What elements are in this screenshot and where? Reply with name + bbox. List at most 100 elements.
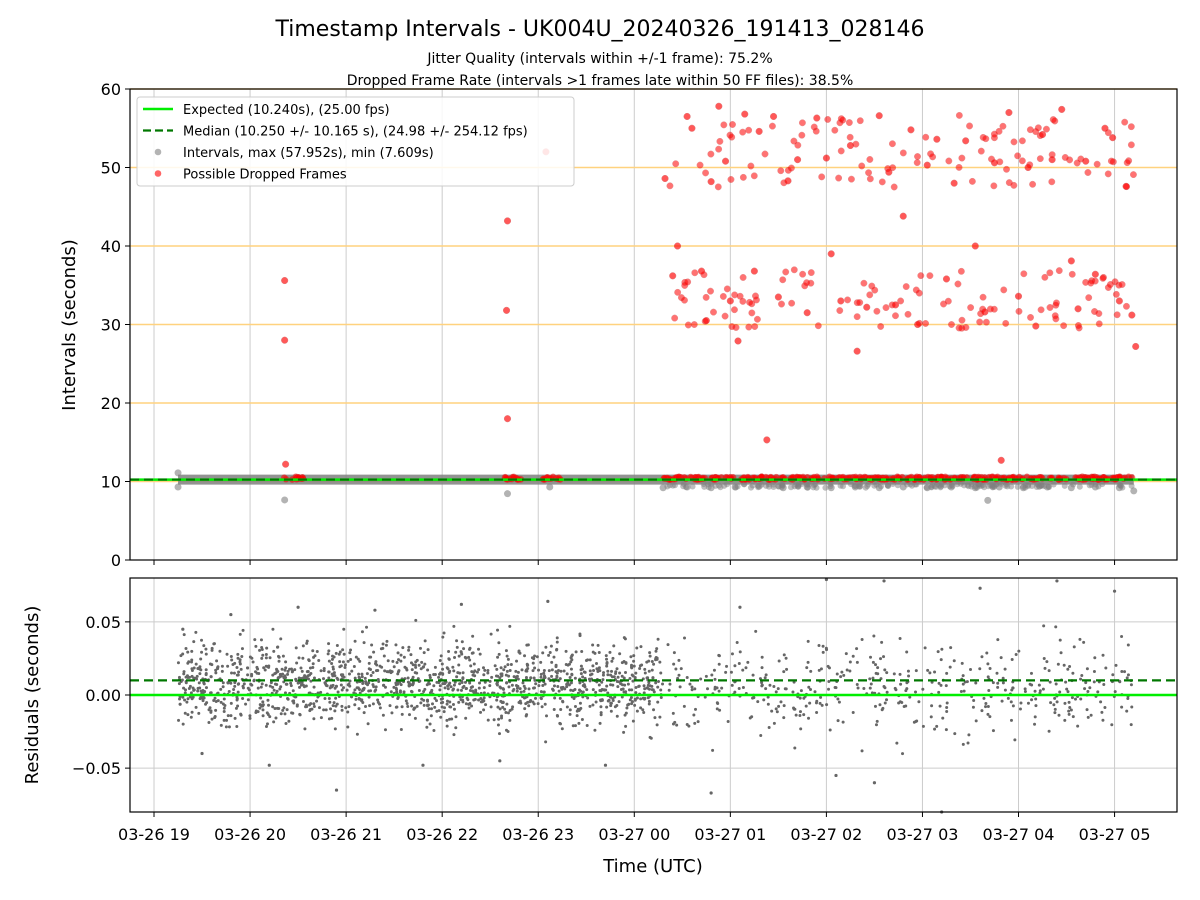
residual-point <box>586 696 590 700</box>
dropped-frame-point <box>728 133 736 141</box>
residual-point <box>821 644 825 648</box>
residual-point <box>459 688 463 692</box>
residual-point <box>868 677 872 681</box>
residual-point <box>438 684 442 688</box>
residual-point <box>192 640 196 644</box>
residual-point <box>550 668 554 672</box>
residual-point <box>341 673 345 677</box>
residual-point <box>396 695 400 699</box>
residual-point <box>238 660 242 664</box>
residual-point <box>260 648 264 652</box>
dropped-frame-point <box>902 283 910 291</box>
residual-point <box>940 647 944 651</box>
dropped-frame-point <box>734 337 742 345</box>
residual-point <box>784 687 788 691</box>
residual-point <box>251 660 255 664</box>
residual-point <box>962 689 966 693</box>
residual-point <box>782 653 786 657</box>
residual-point <box>650 668 654 672</box>
residual-point <box>597 666 601 670</box>
residual-point <box>349 648 353 652</box>
residual-point <box>264 653 268 657</box>
dropped-frame-point <box>777 167 785 175</box>
residual-point <box>554 663 558 667</box>
residual-point <box>461 671 465 675</box>
residual-point <box>371 671 375 675</box>
residual-point <box>238 632 242 636</box>
residual-point <box>397 658 401 662</box>
residual-point <box>409 653 413 657</box>
residual-point <box>547 653 551 657</box>
dropped-frame-point <box>784 166 792 174</box>
residual-point <box>331 704 335 708</box>
dropped-frame-point <box>761 150 769 158</box>
residual-point <box>974 681 978 685</box>
residual-point <box>303 674 307 678</box>
residual-point <box>232 688 236 692</box>
residual-point <box>469 685 473 689</box>
residual-point <box>451 665 455 669</box>
residual-point <box>1120 669 1124 673</box>
residual-point <box>607 698 611 702</box>
residual-point <box>809 687 813 691</box>
residual-point <box>497 732 501 736</box>
residual-point <box>448 669 452 673</box>
residual-point <box>1058 638 1062 642</box>
residual-point <box>612 644 616 648</box>
residual-point <box>648 654 652 658</box>
residual-point <box>443 706 447 710</box>
residual-point <box>671 722 675 726</box>
residual-point <box>425 718 429 722</box>
residual-point <box>560 727 564 731</box>
residual-point <box>718 708 722 712</box>
dropped-frame-point <box>721 157 730 165</box>
residual-point <box>991 681 995 685</box>
residual-point <box>246 686 250 690</box>
residual-point <box>658 715 662 719</box>
dropped-frame-point <box>681 296 688 304</box>
residual-point <box>545 714 549 718</box>
residual-point <box>235 673 239 677</box>
residual-point <box>558 677 562 681</box>
residual-point <box>409 683 413 687</box>
dropped-frame-point <box>873 307 881 315</box>
dropped-frame-point <box>707 150 715 158</box>
residual-point <box>332 655 336 659</box>
residual-point <box>178 697 182 701</box>
dropped-frame-point <box>799 270 807 278</box>
dropped-frame-point <box>1027 313 1034 321</box>
residual-point <box>322 667 326 671</box>
residual-point <box>624 690 628 694</box>
residual-point <box>542 668 546 672</box>
residual-point <box>196 689 200 693</box>
residual-point <box>334 651 338 655</box>
residual-point <box>555 648 559 652</box>
interval-point <box>1050 481 1057 488</box>
residual-point <box>495 667 499 671</box>
residual-point <box>451 687 455 691</box>
residual-point <box>356 657 360 661</box>
dropped-frame-point <box>1041 273 1049 281</box>
residual-point <box>588 669 592 673</box>
residual-point <box>784 656 788 660</box>
residual-point <box>1072 645 1076 649</box>
residual-point <box>348 651 352 655</box>
residual-point <box>1099 700 1103 704</box>
residual-point <box>539 675 543 679</box>
residual-point <box>304 703 308 707</box>
dropped-frame-point <box>683 112 691 121</box>
residual-point <box>959 689 963 693</box>
residual-point <box>241 686 245 690</box>
residual-point <box>177 675 181 679</box>
residual-point <box>583 676 587 680</box>
residual-point <box>505 681 509 685</box>
residual-point <box>724 670 728 674</box>
residual-point <box>1042 656 1046 660</box>
residual-point <box>226 681 230 685</box>
dropped-frame-point <box>827 250 835 258</box>
residual-point <box>457 700 461 704</box>
residual-point <box>185 674 189 678</box>
residual-point <box>685 676 689 680</box>
dropped-frame-point <box>281 336 289 344</box>
residual-point <box>945 705 949 709</box>
